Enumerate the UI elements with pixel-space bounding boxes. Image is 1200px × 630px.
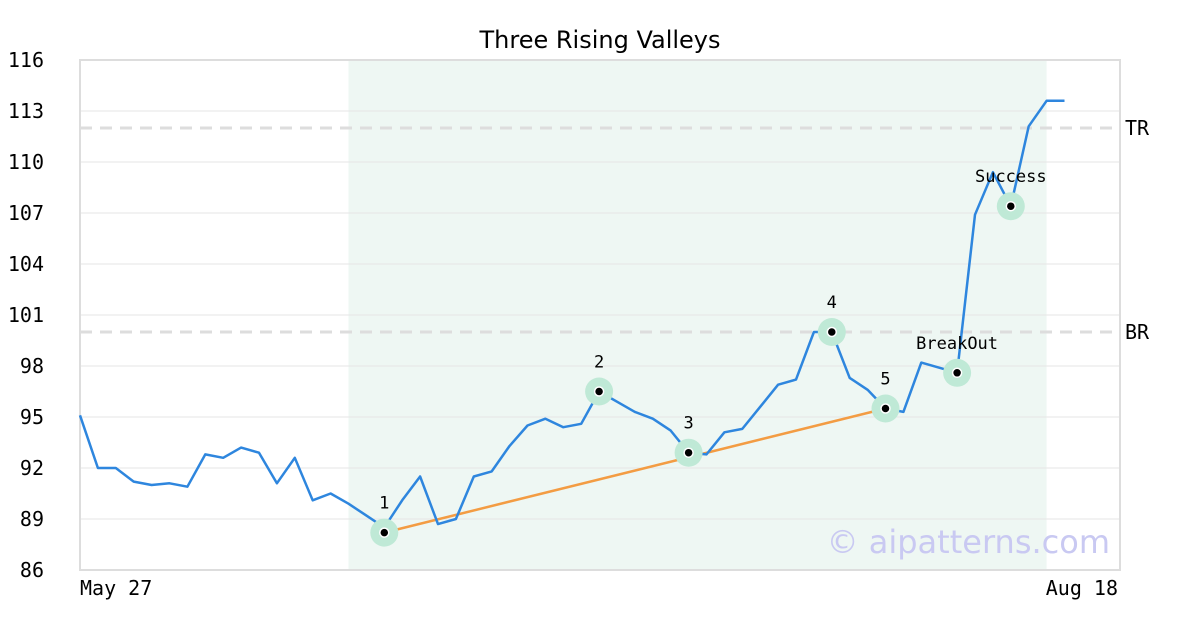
marker-label: 3 bbox=[683, 414, 693, 434]
y-tick-label: 107 bbox=[8, 201, 44, 225]
plot-frame bbox=[79, 59, 1121, 571]
y-tick-label: 86 bbox=[20, 558, 44, 582]
marker-point bbox=[593, 386, 605, 397]
y-tick-label: 116 bbox=[8, 48, 44, 72]
y-tick-label: 110 bbox=[8, 150, 44, 174]
marker-label: 1 bbox=[379, 494, 389, 514]
marker-point bbox=[826, 326, 838, 338]
x-tick-label: Aug 18 bbox=[1046, 576, 1118, 600]
marker-point bbox=[379, 527, 390, 538]
y-tick-label: 113 bbox=[8, 99, 44, 123]
marker-point bbox=[1005, 200, 1017, 212]
level-label: BR bbox=[1125, 320, 1150, 344]
marker-point bbox=[683, 447, 694, 458]
price-line bbox=[78, 99, 1065, 529]
marker-label: BreakOut bbox=[916, 334, 998, 354]
marker-label: Success bbox=[975, 167, 1047, 187]
y-tick-label: 92 bbox=[20, 456, 44, 480]
marker-point bbox=[951, 367, 963, 379]
marker-point bbox=[880, 403, 891, 414]
marker-label: 2 bbox=[594, 353, 604, 373]
y-tick-label: 95 bbox=[20, 405, 44, 429]
y-tick-label: 104 bbox=[8, 252, 44, 276]
watermark: © aipatterns.com bbox=[827, 523, 1110, 561]
y-tick-label: 98 bbox=[20, 354, 44, 378]
x-tick-label: May 27 bbox=[80, 576, 152, 600]
marker-label: 5 bbox=[880, 370, 890, 390]
y-tick-label: 101 bbox=[8, 303, 44, 327]
trend-line bbox=[383, 407, 886, 534]
y-tick-label: 89 bbox=[20, 507, 44, 531]
chart-title: Three Rising Valleys bbox=[478, 26, 720, 54]
marker-label: 4 bbox=[827, 293, 837, 313]
level-label: TR bbox=[1125, 116, 1150, 140]
